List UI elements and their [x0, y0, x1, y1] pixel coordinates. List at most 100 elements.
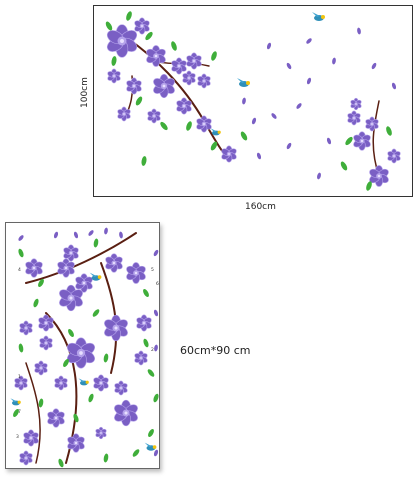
flower-icon [117, 106, 131, 122]
leaf-icon [93, 238, 99, 248]
flower-icon [134, 350, 148, 366]
sheet-number-label: 4 [18, 267, 21, 273]
flower-icon [39, 335, 53, 351]
petal-icon [271, 113, 277, 119]
sheet-number-label: 2 [151, 347, 154, 353]
sheet-number-label: 6 [156, 281, 159, 287]
petal-icon [53, 231, 59, 239]
flower-icon [67, 433, 85, 453]
sheet-number-label: 1 [18, 374, 21, 380]
leaf-icon [160, 121, 168, 131]
flower-icon [147, 108, 161, 124]
petal-icon [18, 235, 24, 241]
petal-icon [332, 57, 336, 65]
bird-icon [312, 12, 325, 21]
leaf-icon [135, 96, 143, 106]
flower-icon [347, 110, 361, 126]
petal-icon [371, 62, 377, 70]
leaf-icon [340, 161, 348, 171]
leaf-icon [33, 298, 39, 308]
flower-icon [14, 375, 28, 391]
leaf-icon [18, 343, 24, 353]
leaf-icon [63, 358, 69, 368]
flower-icon [171, 57, 187, 75]
petal-icon [88, 230, 94, 236]
flower-icon [93, 374, 109, 392]
leaf-icon [153, 393, 159, 403]
leaf-icon [105, 21, 113, 31]
sticker-sheet: 4 5 6 2 1 7 3 [5, 222, 160, 469]
sticker-sheet-illustration: 4 5 6 2 1 7 3 [10, 227, 159, 468]
flower-icon [75, 273, 93, 293]
flower-icon [47, 408, 65, 428]
leaf-icon [210, 141, 218, 151]
petal-icon [73, 231, 79, 239]
petal-icon [286, 62, 292, 70]
petal-icon [296, 103, 302, 109]
branch-icon [123, 35, 235, 157]
flower-icon [126, 262, 146, 284]
leaf-icon [111, 56, 117, 66]
leaf-icon [148, 428, 154, 438]
petal-icon [251, 117, 257, 125]
petal-icon [317, 172, 321, 180]
leaf-icon [68, 328, 74, 338]
flower-icon [186, 52, 202, 70]
petal-icon [256, 152, 262, 160]
leaf-icon [186, 121, 192, 131]
leaf-icon [38, 278, 44, 288]
leaf-icon [143, 338, 149, 348]
petal-icon [286, 142, 292, 150]
leaf-icon [88, 393, 94, 403]
bird-icon [89, 272, 102, 281]
flower-icon [197, 73, 211, 89]
leaf-icon [13, 408, 19, 418]
flower-icon [126, 77, 142, 95]
bird-icon [144, 442, 157, 451]
flower-icon [153, 74, 175, 98]
leaf-icon [386, 126, 392, 136]
leaf-icon [366, 181, 372, 191]
flower-icon [136, 314, 152, 332]
petal-icon [326, 137, 332, 145]
branch-icon [25, 232, 137, 284]
flower-icon [114, 380, 128, 396]
leaf-icon [211, 51, 217, 61]
height-dimension-label: 100cm [80, 77, 90, 108]
petal-icon [104, 227, 108, 235]
flower-icon [25, 258, 43, 278]
petal-icon [153, 249, 159, 257]
flower-icon [350, 97, 362, 111]
flower-icon [19, 450, 33, 466]
branch-icon [25, 362, 41, 464]
sheet-size-label: 60cm*90 cm [180, 344, 251, 357]
leaf-icon [171, 41, 177, 51]
flower-icon [387, 148, 401, 164]
leaf-icon [92, 309, 100, 317]
sheet-number-label: 5 [151, 267, 154, 273]
flower-icon [57, 258, 75, 278]
sheet-number-label: 3 [16, 434, 19, 440]
flower-icon [146, 45, 166, 67]
flower-icon [38, 314, 54, 332]
leaf-icon [58, 458, 64, 468]
leaf-icon [38, 398, 44, 408]
flower-icon [182, 70, 196, 86]
leaf-icon [240, 131, 248, 141]
leaf-icon [132, 449, 140, 457]
leaf-icon [145, 31, 153, 41]
bird-icon [10, 398, 21, 406]
petal-icon [266, 42, 272, 50]
leaf-icon [345, 136, 353, 146]
sheet-number-label: 7 [18, 409, 21, 415]
flower-icon [114, 399, 138, 427]
flower-icon [59, 284, 83, 312]
petal-icon [242, 97, 246, 105]
petal-icon [154, 344, 158, 352]
leaf-icon [103, 353, 109, 363]
leaf-icon [73, 413, 79, 423]
leaf-icon [126, 11, 132, 21]
flower-icon [54, 375, 68, 391]
flower-icon [19, 320, 33, 336]
flower-icon [369, 165, 389, 187]
